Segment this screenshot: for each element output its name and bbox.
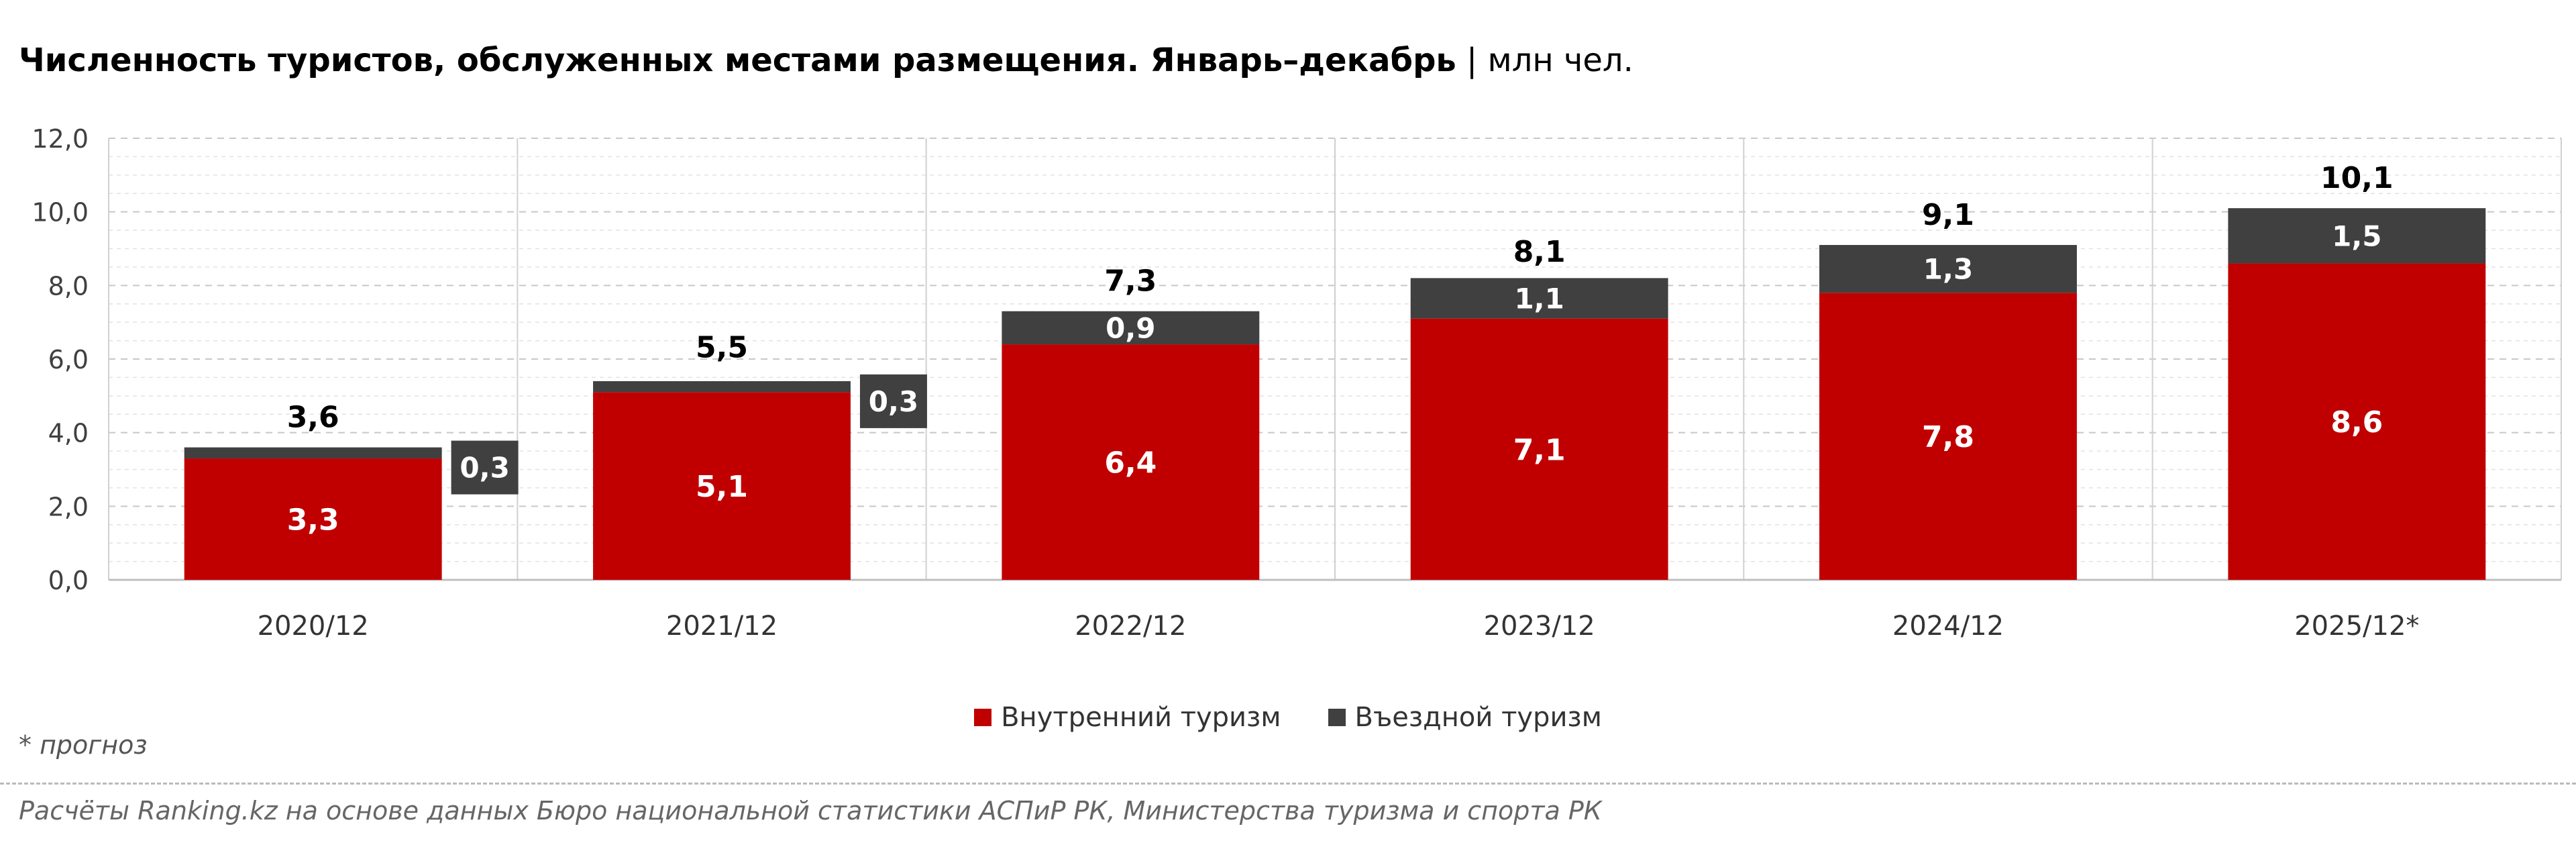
bar-domestic	[593, 392, 851, 580]
chart-title-unit: млн чел.	[1487, 42, 1633, 79]
y-tick-label: 4,0	[48, 419, 89, 448]
x-tick-label: 2022/12	[1075, 611, 1186, 642]
x-tick-label: 2020/12	[258, 611, 369, 642]
stacked-bar-chart: 0,0 2,0 4,0 6,0 8,0 10,0 12,0 3,3 0,3 3,6 2020/12 5…	[32, 124, 2562, 642]
legend-label-domestic: Внутренний туризм	[1001, 702, 1281, 733]
source-note: Расчёты Ranking.kz на основе данных Бюро…	[19, 796, 1602, 825]
legend-item-domestic: Внутренний туризм	[974, 702, 1281, 733]
bar-inbound	[184, 447, 442, 459]
bar-inbound	[2228, 208, 2486, 264]
bar-domestic	[2228, 263, 2486, 580]
data-label-domestic: 7,8	[1922, 420, 1974, 454]
data-label-total: 8,1	[1513, 235, 1566, 269]
legend-swatch-domestic	[974, 709, 992, 726]
chart-legend: Внутренний туризм Въездной туризм	[0, 702, 2576, 733]
data-label-domestic: 5,1	[696, 470, 748, 504]
bar-inbound	[1002, 311, 1260, 345]
bar-domestic	[184, 458, 442, 580]
x-tick-label: 2023/12	[1484, 611, 1595, 642]
data-label-inbound: 1,5	[2332, 219, 2381, 252]
data-label-inbound: 0,3	[869, 385, 918, 418]
data-label-total: 10,1	[2320, 161, 2394, 195]
bar-domestic	[1410, 318, 1668, 580]
data-label-inbound: 0,9	[1106, 311, 1155, 344]
data-label-inbound-box	[451, 440, 519, 495]
chart-title-main: Численность туристов, обслуженных местам…	[19, 42, 1456, 79]
legend-item-inbound: Въездной туризм	[1328, 702, 1602, 733]
chart-title: Численность туристов, обслуженных местам…	[19, 42, 1633, 79]
bar-domestic	[1002, 344, 1260, 580]
data-label-domestic: 8,6	[2330, 405, 2383, 440]
y-tick-label: 8,0	[48, 271, 89, 301]
y-tick-label: 6,0	[48, 345, 89, 374]
data-label-inbound: 1,1	[1514, 283, 1564, 315]
x-tick-label: 2024/12	[1892, 611, 2004, 642]
data-label-total: 9,1	[1922, 198, 1974, 232]
data-label-domestic: 3,3	[287, 503, 339, 538]
y-tick-label: 0,0	[48, 566, 89, 595]
data-label-inbound-box	[859, 374, 927, 428]
chart-title-separator: |	[1466, 42, 1478, 79]
data-label-domestic: 7,1	[1513, 433, 1566, 467]
data-label-inbound: 0,3	[460, 452, 509, 485]
legend-label-inbound: Въездной туризм	[1354, 702, 1602, 733]
y-tick-label: 10,0	[32, 198, 89, 228]
y-tick-label: 2,0	[48, 492, 89, 521]
data-label-total: 7,3	[1104, 264, 1157, 299]
legend-swatch-inbound	[1328, 709, 1346, 726]
y-tick-label: 12,0	[32, 124, 89, 154]
data-label-inbound: 1,3	[1923, 253, 1973, 286]
bar-domestic	[1819, 293, 2077, 580]
x-tick-label: 2021/12	[666, 611, 777, 642]
data-label-total: 3,6	[287, 401, 339, 435]
bar-inbound	[1410, 278, 1668, 319]
forecast-footnote: * прогноз	[19, 730, 148, 760]
x-tick-label: 2025/12*	[2294, 611, 2419, 642]
bar-inbound	[593, 381, 851, 393]
data-label-domestic: 6,4	[1104, 446, 1157, 481]
data-label-total: 5,5	[696, 330, 748, 364]
bar-inbound	[1819, 245, 2077, 293]
divider-line	[0, 783, 2576, 785]
